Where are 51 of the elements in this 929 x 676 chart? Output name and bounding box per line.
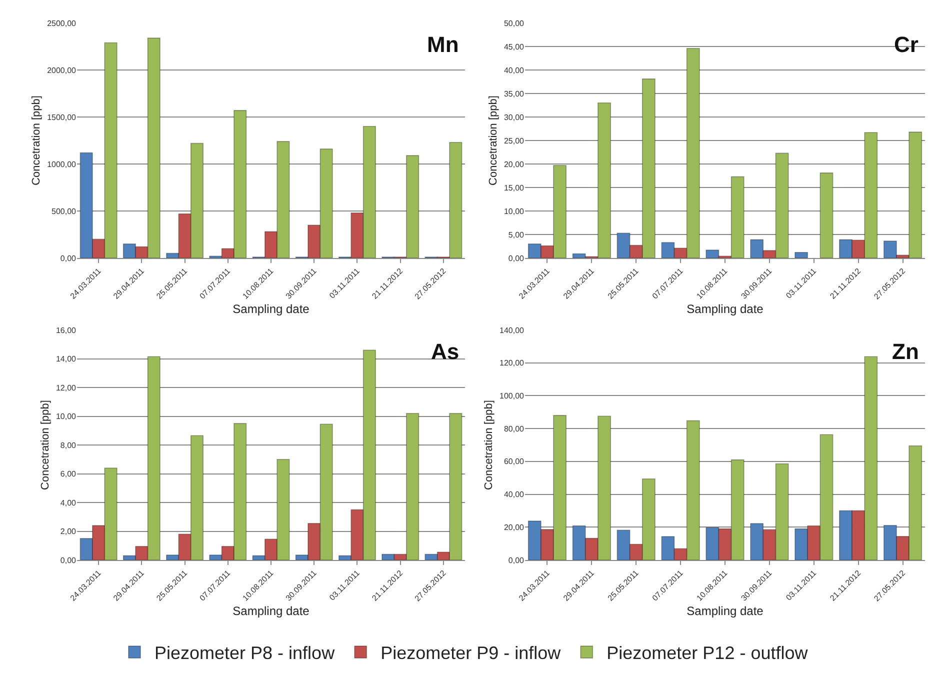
- y-tick-label: 10,00: [504, 206, 525, 216]
- y-tick-label: 0,00: [508, 556, 525, 565]
- chart-title: As: [431, 339, 460, 364]
- bar: [794, 252, 808, 258]
- y-tick-label: 25,00: [504, 136, 525, 146]
- chart-title: Zn: [892, 339, 919, 364]
- x-axis-title: Sampling date: [686, 604, 764, 618]
- y-tick-label: 14,00: [56, 354, 77, 364]
- legend-label: Piezometer P8 - inflow: [154, 643, 336, 664]
- y-tick-label: 5,00: [508, 230, 525, 240]
- bar: [820, 172, 834, 258]
- y-axis-title: Concetration [ppb]: [40, 400, 52, 490]
- y-tick-label: 2,00: [60, 527, 77, 536]
- y-tick-label: 40,00: [504, 66, 525, 75]
- y-tick-label: 8,00: [60, 440, 77, 450]
- y-tick-label: 80,00: [504, 424, 525, 434]
- y-tick-label: 1000,00: [47, 160, 77, 169]
- y-tick-label: 60,00: [504, 457, 525, 466]
- y-tick-label: 20,00: [504, 522, 525, 532]
- y-tick-label: 35,00: [504, 89, 525, 98]
- y-tick-label: 500,00: [52, 206, 77, 216]
- chart-title: Mn: [427, 32, 459, 57]
- y-tick-label: 2500,00: [47, 18, 77, 28]
- y-tick-label: 0,00: [60, 254, 77, 263]
- x-axis-title: Sampling date: [232, 604, 310, 618]
- y-tick-label: 45,00: [504, 42, 525, 52]
- y-tick-label: 2000,00: [47, 66, 77, 75]
- y-tick-label: 1500,00: [47, 112, 77, 122]
- y-tick-label: 50,00: [504, 18, 525, 28]
- x-axis-title: Sampling date: [686, 302, 764, 316]
- chart-title: Cr: [894, 32, 919, 57]
- y-tick-label: 120,00: [500, 358, 525, 368]
- y-tick-label: 6,00: [60, 470, 77, 479]
- y-tick-label: 4,00: [60, 498, 77, 508]
- y-tick-label: 140,00: [500, 326, 525, 335]
- y-tick-label: 20,00: [504, 160, 525, 169]
- y-tick-label: 30,00: [504, 112, 525, 122]
- y-tick-label: 10,00: [56, 412, 77, 422]
- y-tick-label: 40,00: [504, 490, 525, 500]
- x-axis-title: Sampling date: [232, 302, 310, 316]
- y-axis-title: Concetration [ppb]: [483, 400, 496, 490]
- y-axis-title: Concetration [ppb]: [488, 96, 500, 186]
- legend-label: Piezometer P9 - inflow: [380, 643, 562, 664]
- y-tick-label: 15,00: [504, 183, 525, 192]
- legend-label: Piezometer P12 - outflow: [606, 643, 809, 664]
- y-tick-label: 100,00: [500, 392, 525, 401]
- y-tick-label: 16,00: [56, 326, 77, 335]
- y-tick-label: 0,00: [508, 254, 525, 263]
- y-tick-label: 0,00: [60, 556, 77, 565]
- y-tick-label: 12,00: [56, 383, 77, 392]
- y-axis-title: Concetration [ppb]: [30, 96, 43, 186]
